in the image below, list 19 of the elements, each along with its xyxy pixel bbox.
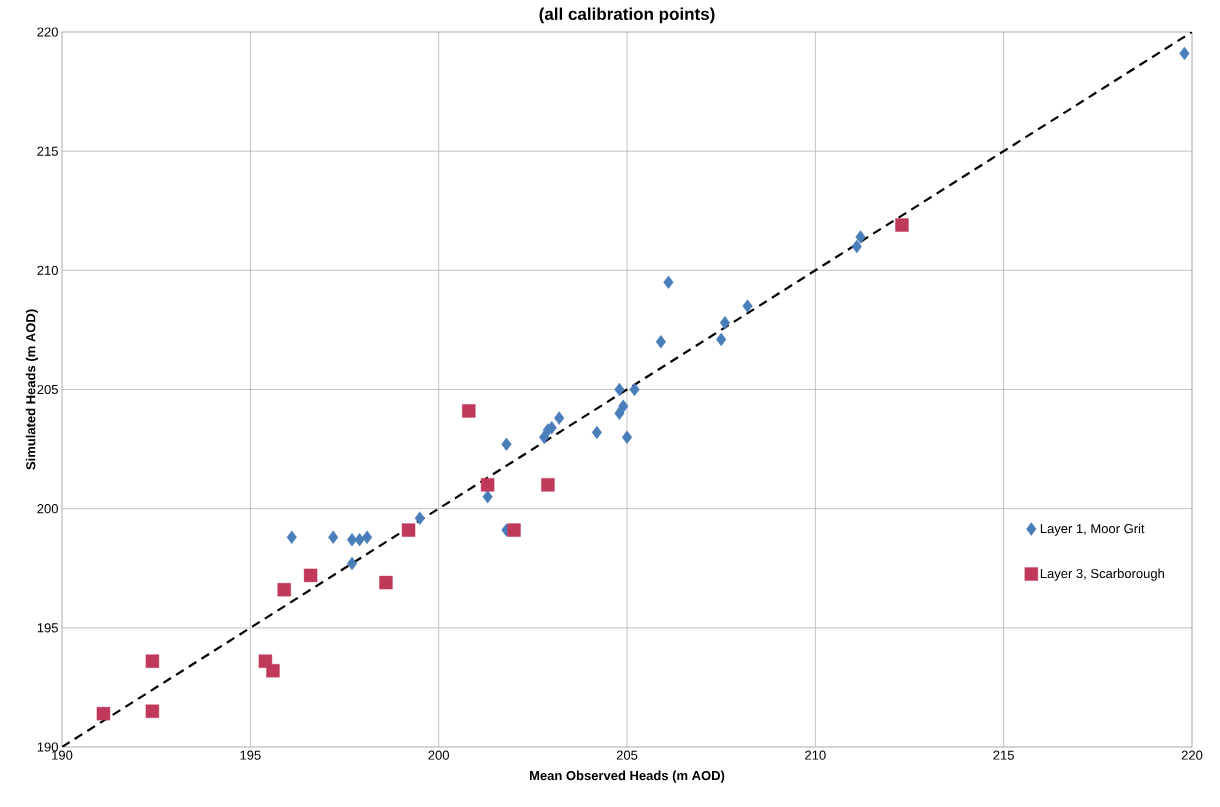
x-tick-label: 210 <box>805 750 826 760</box>
x-axis-title: Mean Observed Heads (m AOD) <box>529 770 725 783</box>
y-tick-label: 205 <box>37 384 58 395</box>
y-tick-label: 190 <box>37 742 58 752</box>
x-tick-label: 195 <box>240 750 261 760</box>
x-tick-label: 200 <box>428 750 450 760</box>
x-tick-label: 215 <box>993 750 1014 760</box>
legend-label: Layer 1, Moor Grit <box>1040 523 1145 536</box>
y-tick-label: 210 <box>37 265 58 275</box>
y-axis-title: Simulated Heads (m AOD) <box>25 309 38 470</box>
y-tick-label: 220 <box>37 27 58 37</box>
legend-label: Layer 3, Scarborough <box>1040 568 1164 581</box>
y-tick-label: 215 <box>37 146 58 156</box>
x-tick-label: 190 <box>52 750 73 760</box>
y-tick-label: 200 <box>37 504 58 514</box>
x-tick-label: 220 <box>1181 750 1203 760</box>
y-tick-label: 195 <box>37 623 58 633</box>
chart-title: (all calibration points) <box>539 7 715 24</box>
x-tick-label: 205 <box>616 750 638 760</box>
